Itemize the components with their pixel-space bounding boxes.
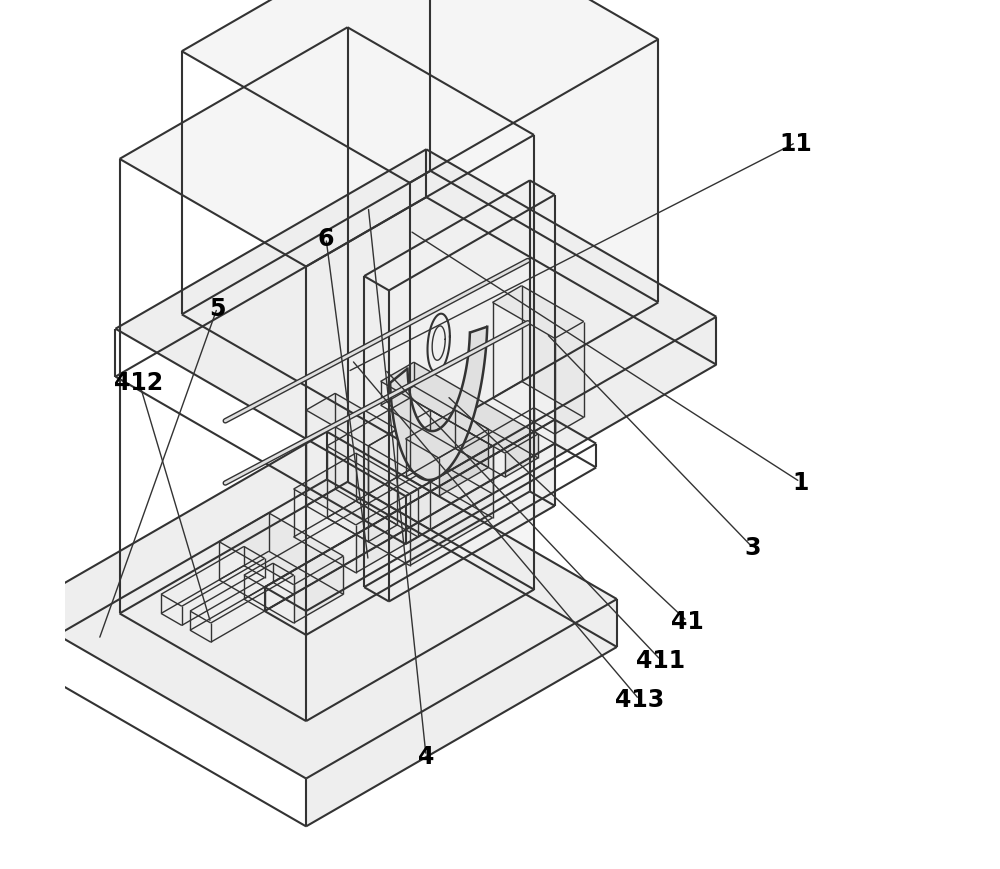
Polygon shape — [389, 196, 555, 601]
Polygon shape — [294, 556, 343, 623]
Polygon shape — [410, 40, 658, 447]
Polygon shape — [115, 150, 716, 496]
Polygon shape — [390, 328, 487, 481]
Polygon shape — [522, 287, 584, 418]
Polygon shape — [269, 514, 343, 594]
Polygon shape — [364, 182, 555, 291]
Text: 3: 3 — [744, 535, 761, 560]
Polygon shape — [306, 394, 397, 447]
Polygon shape — [426, 150, 716, 365]
Polygon shape — [327, 432, 617, 647]
Text: 11: 11 — [779, 131, 812, 156]
Polygon shape — [356, 454, 418, 537]
Polygon shape — [368, 411, 493, 482]
Polygon shape — [16, 432, 617, 779]
Polygon shape — [356, 489, 418, 574]
Polygon shape — [306, 600, 617, 826]
Polygon shape — [120, 28, 534, 268]
Polygon shape — [348, 28, 534, 590]
Polygon shape — [182, 0, 658, 183]
Polygon shape — [414, 363, 538, 459]
Polygon shape — [381, 363, 538, 454]
Polygon shape — [530, 182, 555, 506]
Polygon shape — [430, 0, 658, 303]
Polygon shape — [555, 322, 584, 434]
Text: 5: 5 — [209, 296, 226, 321]
Polygon shape — [368, 429, 397, 542]
Polygon shape — [505, 434, 538, 478]
Text: 6: 6 — [318, 227, 334, 251]
Polygon shape — [294, 454, 418, 525]
Polygon shape — [410, 399, 493, 518]
Text: 411: 411 — [636, 648, 686, 673]
Polygon shape — [327, 399, 493, 494]
Polygon shape — [335, 394, 397, 525]
Polygon shape — [219, 514, 343, 585]
Polygon shape — [430, 411, 493, 494]
Polygon shape — [439, 430, 488, 496]
Polygon shape — [406, 317, 716, 544]
Polygon shape — [306, 136, 534, 721]
Polygon shape — [493, 287, 584, 339]
Text: 1: 1 — [792, 470, 808, 494]
Text: 412: 412 — [114, 370, 164, 395]
Polygon shape — [430, 447, 493, 530]
Polygon shape — [410, 447, 493, 566]
Polygon shape — [406, 411, 488, 459]
Text: 413: 413 — [615, 687, 664, 712]
Polygon shape — [455, 411, 488, 468]
Text: 4: 4 — [418, 744, 434, 768]
Text: 41: 41 — [671, 609, 703, 634]
